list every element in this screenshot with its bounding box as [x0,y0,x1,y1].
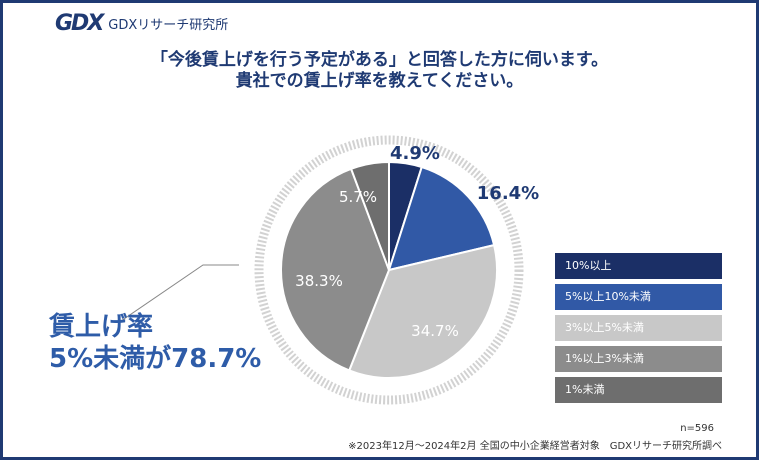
callout-text: 賃上げ率 5%未満が78.7% [49,311,261,375]
legend-item-2: 5%以上10%未満 [555,284,722,310]
sample-size: n=596 [680,423,714,434]
chart-legend: 10%以上 5%以上10%未満 3%以上5%未満 1%以上3%未満 1%未満 [555,253,722,408]
slice-label-1: 4.9% [390,143,440,164]
chart-frame: GDX GDXリサーチ研究所 「今後賃上げを行う予定がある」と回答した方に伺いま… [0,0,759,460]
legend-item-1: 10%以上 [555,253,722,279]
callout-line-1: 賃上げ率 [49,311,261,343]
callout-line-2: 5%未満が78.7% [49,343,261,375]
legend-item-3: 3%以上5%未満 [555,315,722,341]
footnote: ※2023年12月～2024年2月 全国の中小企業経営者対象 GDXリサーチ研究… [348,437,722,452]
callout-line-2-text: 5%未満が78.7% [49,344,261,374]
legend-item-5: 1%未満 [555,377,722,403]
slice-label-5: 5.7% [339,188,377,206]
slice-label-3: 34.7% [411,322,459,340]
legend-item-4: 1%以上3%未満 [555,346,722,372]
slice-label-2: 16.4% [477,183,539,204]
slice-label-4: 38.3% [295,272,343,290]
